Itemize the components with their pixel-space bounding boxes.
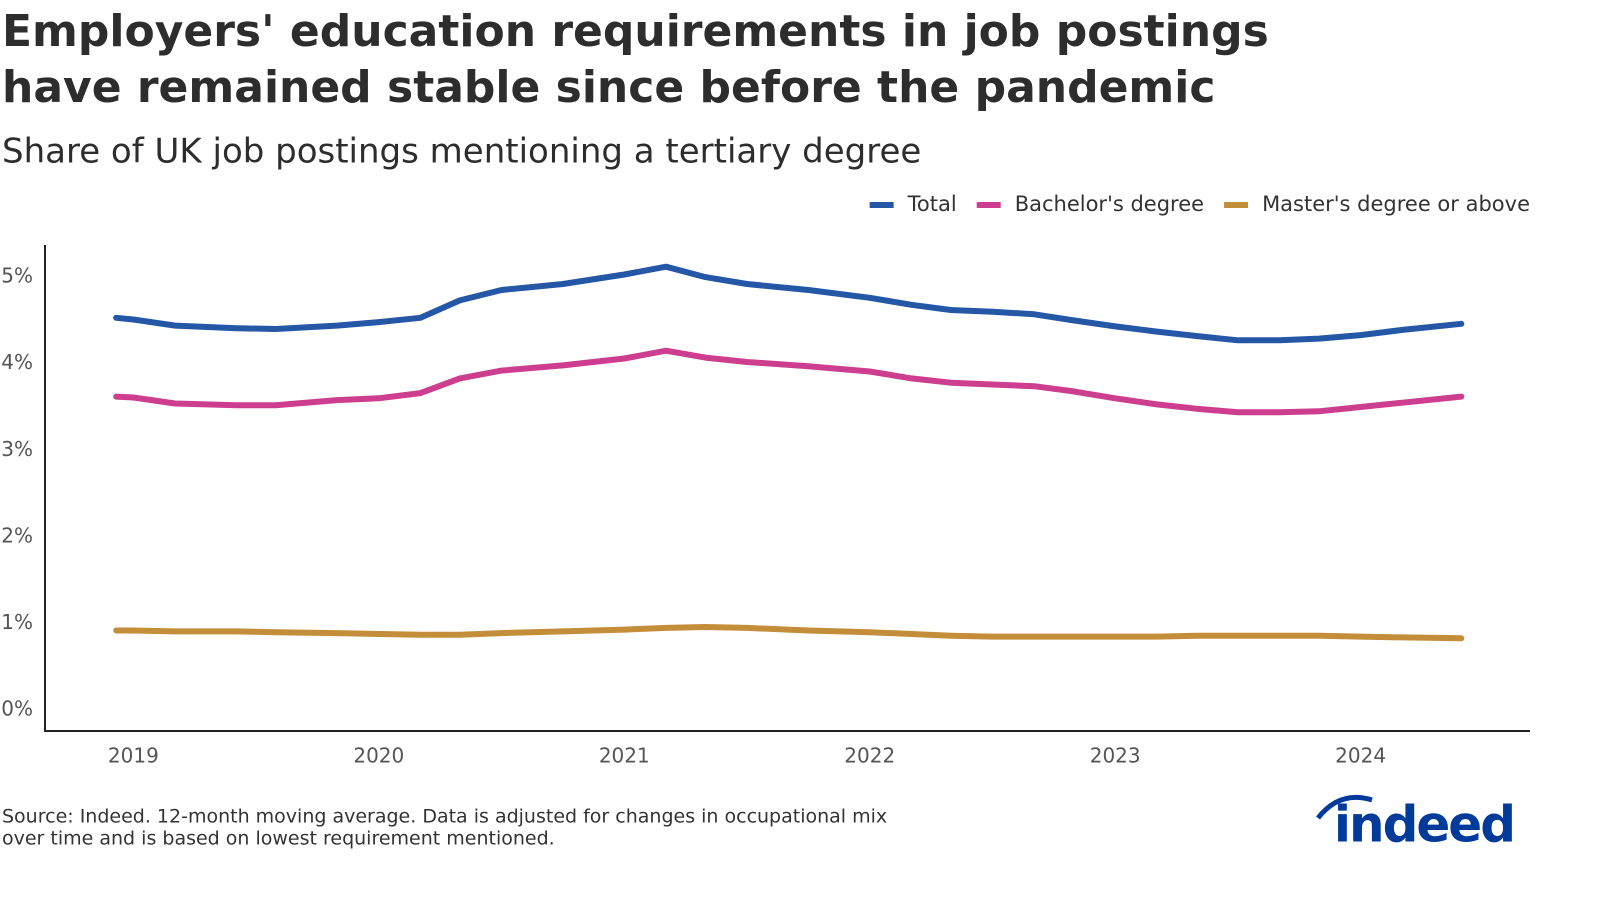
source-note: over time and is based on lowest require… [2, 828, 555, 850]
chart-title: Employers' education requirements in job… [2, 6, 1269, 57]
x-tick-label: 2022 [844, 744, 895, 768]
y-tick-label: 2% [1, 523, 33, 547]
y-tick-label: 1% [1, 610, 33, 634]
legend-label: Total [907, 192, 957, 216]
y-tick-label: 3% [1, 437, 33, 461]
x-tick-label: 2023 [1090, 744, 1141, 768]
legend-label: Bachelor's degree [1015, 192, 1204, 216]
y-tick-label: 5% [1, 264, 33, 288]
series-line [113, 263, 1465, 344]
chart-title: have remained stable since before the pa… [2, 62, 1215, 113]
chart-subtitle: Share of UK job postings mentioning a te… [2, 132, 921, 172]
source-note: Source: Indeed. 12-month moving average.… [2, 806, 887, 828]
x-tick-label: 2021 [599, 744, 650, 768]
x-tick-label: 2020 [353, 744, 404, 768]
x-tick-label: 2019 [108, 744, 159, 768]
x-tick-label: 2024 [1335, 744, 1386, 768]
y-tick-label: 4% [1, 350, 33, 374]
legend-label: Master's degree or above [1262, 192, 1530, 216]
series-line [113, 347, 1465, 416]
series-line [113, 624, 1465, 642]
logo-arc [1316, 794, 1373, 820]
logo: indeed [1334, 796, 1514, 854]
y-tick-label: 0% [1, 697, 33, 721]
